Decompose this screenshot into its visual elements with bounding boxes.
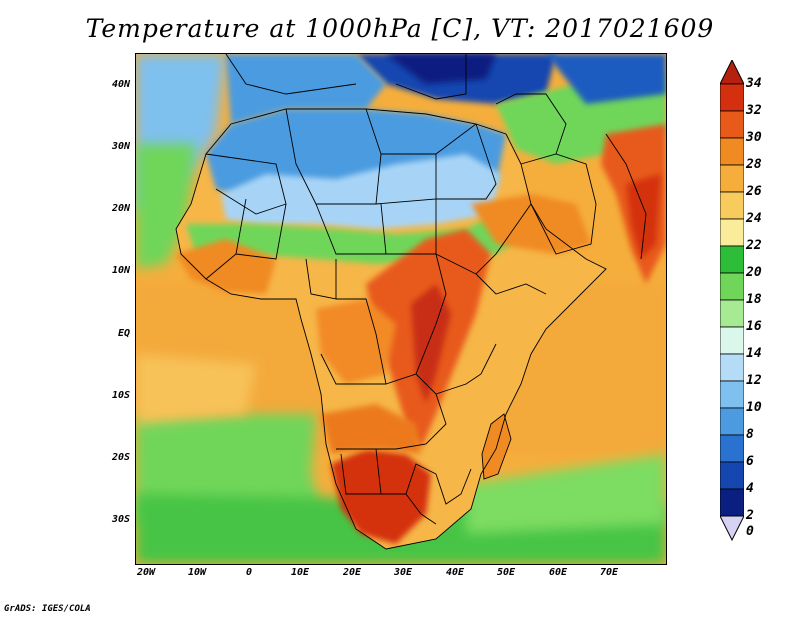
colorbar-label-12: 12 (746, 373, 762, 388)
lat-label-30s: 30S (111, 514, 130, 525)
colorbar-segment (720, 191, 744, 220)
south-africa-hot (331, 449, 431, 544)
west-africa-warm (176, 239, 276, 294)
south-indian-green (466, 454, 666, 534)
colorbar-segment (720, 407, 744, 436)
lat-label-10s: 10S (111, 390, 130, 401)
colorbar-label-22: 22 (746, 238, 762, 253)
colorbar-label-26: 26 (746, 184, 762, 199)
lon-label-30e: 30E (393, 567, 413, 578)
colorbar-segment (720, 461, 744, 490)
lat-label-20n: 20N (111, 203, 130, 214)
lon-label-70e: 70E (599, 567, 619, 578)
lon-label-10w: 10W (187, 567, 207, 578)
lon-label-60e: 60E (548, 567, 568, 578)
colorbar-label-14: 14 (746, 346, 762, 361)
south-africa-mid (321, 404, 421, 454)
colorbar-label-32: 32 (746, 103, 762, 118)
colorbar-segment (720, 137, 744, 166)
colorbar-segment (720, 218, 744, 247)
lon-label-10e: 10E (290, 567, 310, 578)
colorbar-label-18: 18 (746, 292, 762, 307)
colorbar-label-20: 20 (746, 265, 762, 280)
lat-label-10n: 10N (111, 265, 130, 276)
lat-label-30n: 30N (111, 141, 130, 152)
north-blue-band (226, 54, 386, 124)
central-africa-warm (316, 299, 396, 384)
colorbar-label-30: 30 (746, 130, 762, 145)
lat-label-eq: EQ (117, 328, 130, 339)
colorbar-label-24: 24 (746, 211, 762, 226)
lat-label-20s: 20S (111, 452, 130, 463)
europe-dark (386, 54, 496, 84)
arabia-warm (471, 194, 591, 254)
sahara-light-blue (221, 154, 501, 229)
east-africa-core (411, 284, 451, 404)
chart-title: Temperature at 1000hPa [C], VT: 20170216… (85, 14, 715, 43)
colorbar-label-8: 8 (746, 427, 754, 442)
northeast-blue (546, 54, 666, 104)
colorbar-segment (720, 326, 744, 355)
canary-green (136, 144, 196, 269)
atlantic-light-green (136, 354, 256, 424)
colorbar-top-arrow (720, 60, 744, 85)
lon-label-40e: 40E (445, 567, 465, 578)
grads-credit: GrADS: IGES/COLA (4, 604, 91, 614)
lon-label-20e: 20E (342, 567, 362, 578)
colorbar-segment (720, 245, 744, 274)
colorbar-label-10: 10 (746, 400, 762, 415)
lon-label-0: 0 (245, 567, 253, 578)
colorbar-label-4: 4 (746, 481, 754, 496)
temperature-map (135, 53, 667, 565)
colorbar (720, 60, 744, 542)
colorbar-segment (720, 299, 744, 328)
colorbar-label-16: 16 (746, 319, 762, 334)
colorbar-label-0: 0 (746, 524, 754, 539)
colorbar-label-2: 2 (746, 508, 754, 523)
colorbar-segment (720, 488, 744, 517)
lon-label-50e: 50E (496, 567, 516, 578)
colorbar-segment (720, 110, 744, 139)
colorbar-label-6: 6 (746, 454, 754, 469)
colorbar-segment (720, 434, 744, 463)
colorbar-segment (720, 272, 744, 301)
lon-label-20w: 20W (136, 567, 156, 578)
india-core (626, 174, 661, 259)
colorbar-segment (720, 380, 744, 409)
lat-label-40n: 40N (111, 79, 130, 90)
colorbar-label-28: 28 (746, 157, 762, 172)
colorbar-segment (720, 83, 744, 112)
colorbar-label-34: 34 (746, 76, 762, 91)
colorbar-segment (720, 353, 744, 382)
colorbar-bottom-arrow (720, 515, 744, 542)
country-borders (175, 54, 647, 550)
colorbar-segment (720, 164, 744, 193)
